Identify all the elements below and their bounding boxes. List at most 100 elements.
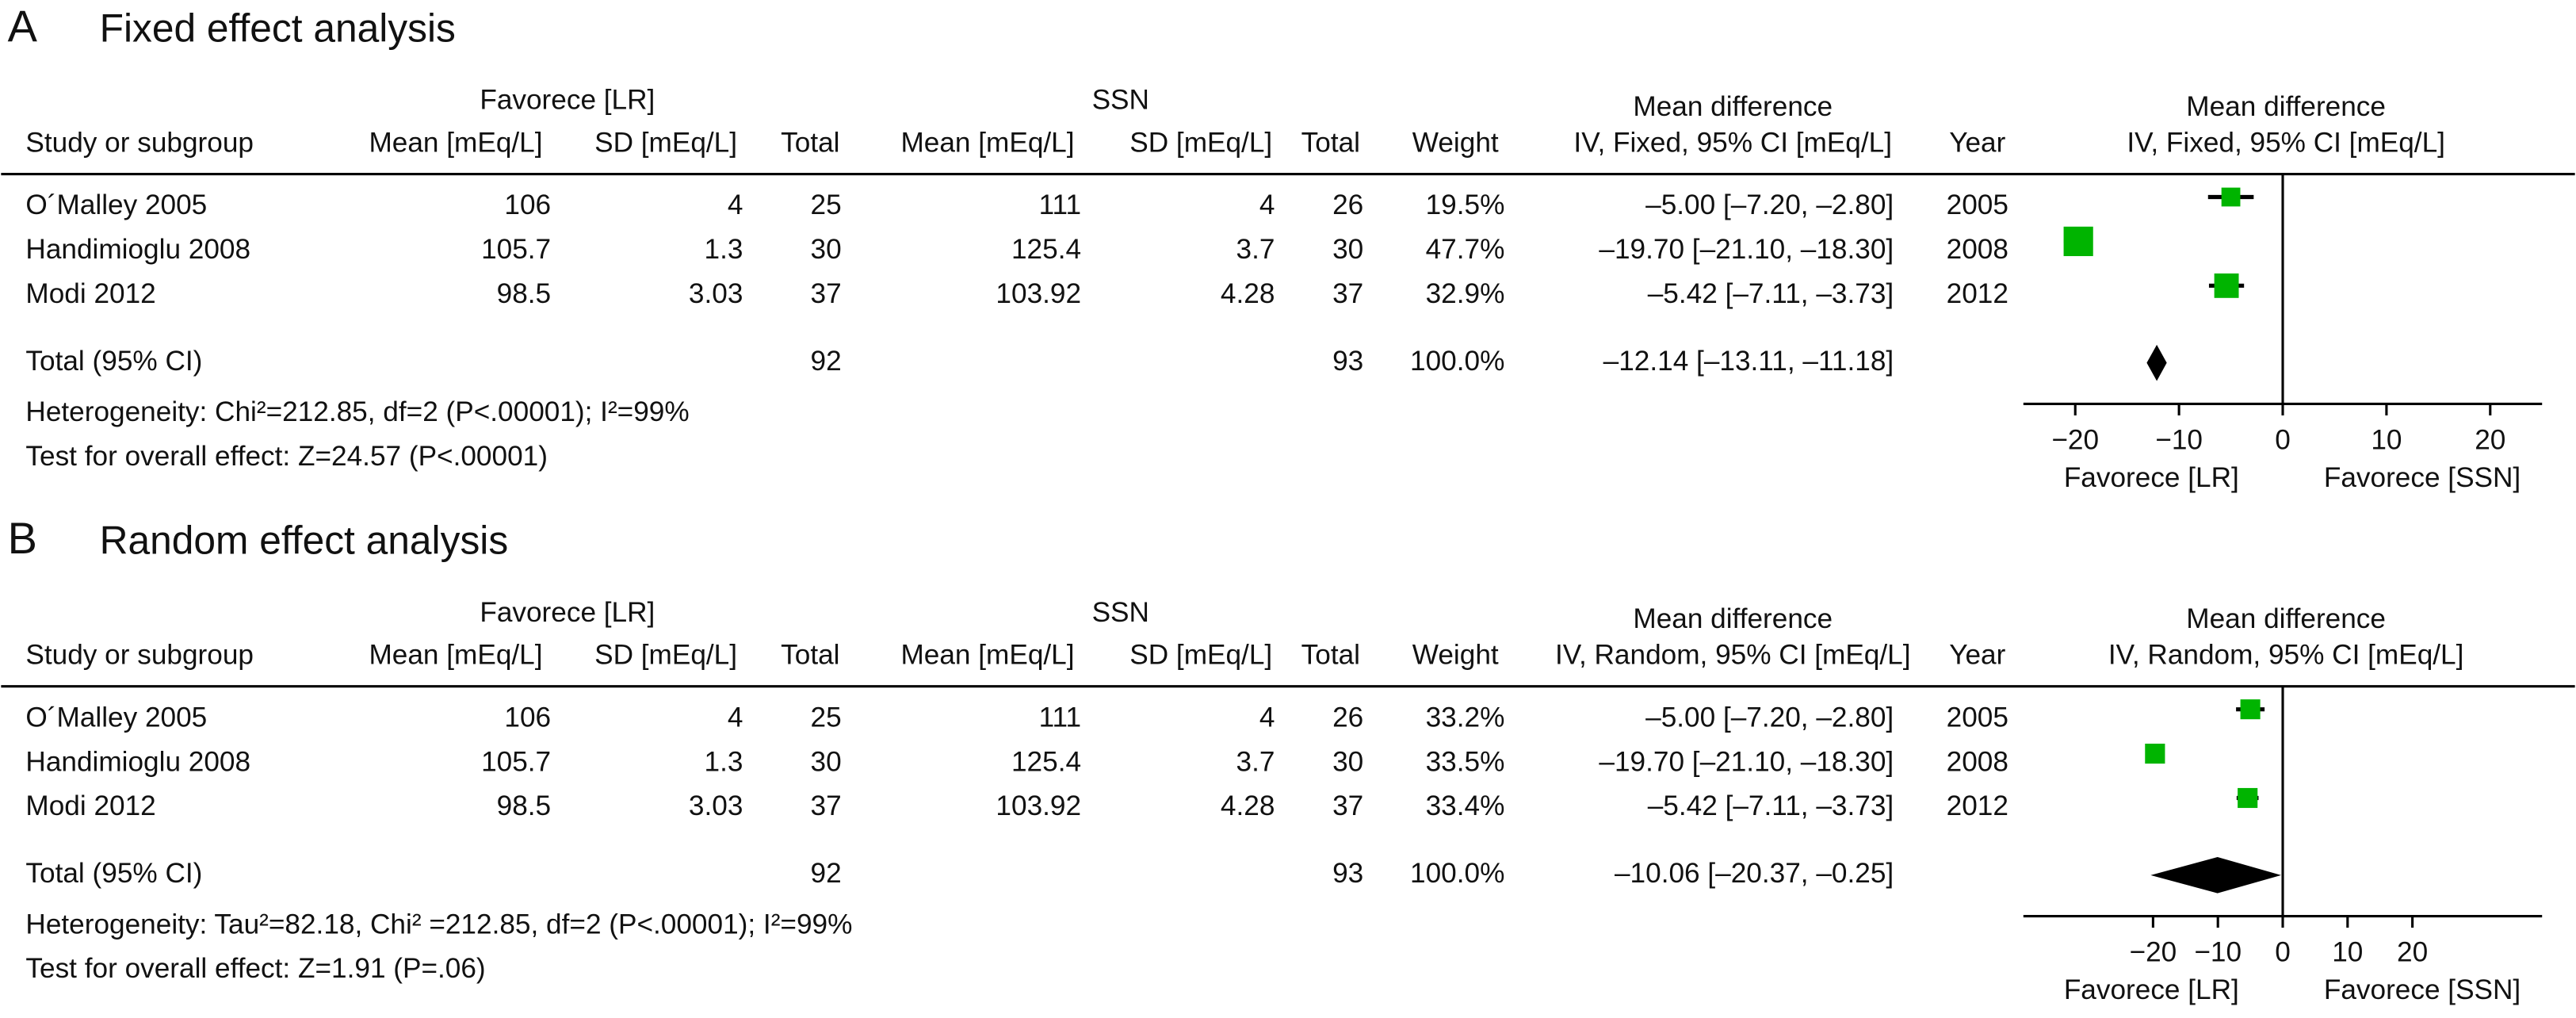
total-cell: 92	[811, 346, 842, 377]
table-cell: 30	[1332, 234, 1363, 265]
column-header: IV, Fixed, 95% CI [mEq/L]	[1573, 128, 1892, 159]
column-header: Total	[781, 640, 839, 671]
column-header: Study or subgroup	[25, 128, 254, 159]
table-cell: 30	[811, 746, 842, 777]
total-diamond	[2146, 344, 2167, 381]
table-cell: 103.92	[996, 790, 1081, 821]
x-tick-label: 10	[2332, 937, 2363, 968]
table-cell: 98.5	[497, 278, 552, 309]
table-cell: Modi 2012	[25, 790, 155, 821]
panel-letter: B	[8, 513, 37, 563]
table-cell: 105.7	[481, 746, 551, 777]
column-header: Mean [mEq/L]	[900, 640, 1074, 671]
table-cell: 106	[504, 189, 551, 220]
table-cell: 4	[1259, 189, 1275, 220]
table-cell: 30	[1332, 746, 1363, 777]
column-header: Total	[781, 128, 839, 159]
column-header: Year	[1949, 128, 2005, 159]
table-cell: 2012	[1947, 278, 2008, 309]
column-header: Total	[1301, 128, 1360, 159]
panel-title: Fixed effect analysis	[100, 6, 456, 50]
effect-square	[2240, 699, 2261, 720]
total-cell: –10.06 [–20.37, –0.25]	[1615, 858, 1894, 889]
group-header: Favorece [LR]	[480, 85, 655, 116]
plot-header: Mean difference	[2186, 91, 2386, 122]
column-header: Weight	[1412, 128, 1499, 159]
table-cell: 2012	[1947, 790, 2008, 821]
plot-header: IV, Random, 95% CI [mEq/L]	[2108, 640, 2464, 671]
column-header: IV, Random, 95% CI [mEq/L]	[1555, 640, 1911, 671]
table-cell: 2005	[1947, 189, 2008, 220]
column-header: Study or subgroup	[25, 640, 254, 671]
table-cell: –5.00 [–7.20, –2.80]	[1645, 189, 1894, 220]
x-axis-label: Favorece [SSN]	[2324, 462, 2521, 493]
table-cell: 19.5%	[1426, 189, 1505, 220]
total-cell: Total (95% CI)	[25, 346, 202, 377]
effect-square	[2238, 787, 2258, 809]
table-cell: –19.70 [–21.10, –18.30]	[1599, 234, 1894, 265]
x-tick-label: −20	[2051, 424, 2099, 455]
table-cell: 2008	[1947, 746, 2008, 777]
table-cell: 33.5%	[1426, 746, 1505, 777]
plot-header: IV, Fixed, 95% CI [mEq/L]	[2127, 128, 2445, 159]
table-cell: 32.9%	[1426, 278, 1505, 309]
table-cell: Handimioglu 2008	[25, 234, 250, 265]
column-header: Total	[1301, 640, 1360, 671]
table-cell: 1.3	[705, 746, 743, 777]
table-cell: 4.28	[1221, 278, 1275, 309]
table-cell: –5.42 [–7.11, –3.73]	[1648, 790, 1894, 821]
table-cell: Handimioglu 2008	[25, 746, 250, 777]
group-header: SSN	[1092, 85, 1149, 116]
table-cell: 4.28	[1221, 790, 1275, 821]
x-tick-label: 0	[2275, 424, 2291, 455]
panel-letter: A	[8, 1, 38, 51]
overall-effect: Test for overall effect: Z=1.91 (P=.06)	[25, 953, 485, 984]
table-cell: 33.4%	[1426, 790, 1505, 821]
table-cell: –5.00 [–7.20, –2.80]	[1645, 702, 1894, 733]
column-header: Weight	[1412, 640, 1499, 671]
table-cell: 3.03	[689, 790, 743, 821]
table-cell: 37	[811, 790, 842, 821]
table-cell: 25	[811, 189, 842, 220]
total-diamond	[2150, 857, 2281, 894]
panel-title: Random effect analysis	[100, 519, 509, 563]
table-cell: 105.7	[481, 234, 551, 265]
column-header: SD [mEq/L]	[1129, 640, 1272, 671]
table-cell: 3.7	[1236, 234, 1275, 265]
table-cell: 4	[1259, 702, 1275, 733]
plot-header: Mean difference	[2186, 603, 2386, 634]
table-cell: 4	[728, 702, 743, 733]
x-tick-label: −10	[2155, 424, 2203, 455]
total-cell: 92	[811, 858, 842, 889]
table-cell: 33.2%	[1426, 702, 1505, 733]
table-cell: 4	[728, 189, 743, 220]
effect-square	[2145, 743, 2165, 764]
effect-square	[2063, 226, 2093, 257]
column-header: SD [mEq/L]	[1129, 128, 1272, 159]
x-axis-label: Favorece [LR]	[2064, 974, 2239, 1005]
total-cell: Total (95% CI)	[25, 858, 202, 889]
column-header: Mean [mEq/L]	[900, 128, 1074, 159]
column-header: Year	[1949, 640, 2005, 671]
heterogeneity: Heterogeneity: Chi²=212.85, df=2 (P<.000…	[25, 396, 689, 427]
overall-effect: Test for overall effect: Z=24.57 (P<.000…	[25, 441, 548, 472]
table-cell: –5.42 [–7.11, –3.73]	[1648, 278, 1894, 309]
x-tick-label: −10	[2194, 937, 2242, 968]
column-header: SD [mEq/L]	[594, 640, 737, 671]
table-cell: 106	[504, 702, 551, 733]
x-tick-label: 20	[2475, 424, 2505, 455]
table-cell: 37	[1332, 790, 1363, 821]
table-cell: O´Malley 2005	[25, 189, 207, 220]
table-cell: Modi 2012	[25, 278, 155, 309]
table-cell: –19.70 [–21.10, –18.30]	[1599, 746, 1894, 777]
table-cell: 125.4	[1011, 746, 1081, 777]
column-header: Mean [mEq/L]	[369, 640, 542, 671]
total-cell: 93	[1332, 858, 1363, 889]
x-tick-label: 10	[2371, 424, 2402, 455]
heterogeneity: Heterogeneity: Tau²=82.18, Chi² =212.85,…	[25, 909, 852, 940]
x-axis-label: Favorece [SSN]	[2324, 974, 2521, 1005]
table-cell: 25	[811, 702, 842, 733]
total-cell: 100.0%	[1410, 346, 1504, 377]
